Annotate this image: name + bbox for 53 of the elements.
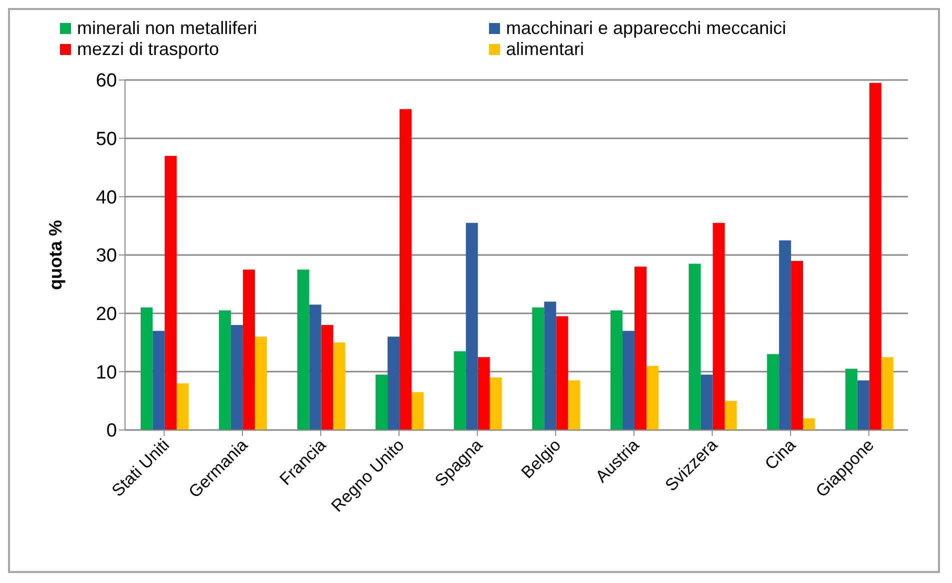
bar (646, 366, 658, 430)
bar (321, 325, 334, 430)
bar (767, 354, 780, 430)
bar (242, 270, 255, 430)
bar (712, 222, 725, 430)
bar (376, 374, 388, 430)
bar (218, 310, 231, 430)
bar (478, 357, 490, 430)
bar (881, 357, 894, 430)
bar (164, 156, 177, 430)
bar (297, 270, 310, 430)
bar (688, 264, 701, 430)
legend-label: alimentari (506, 39, 584, 60)
bar (791, 260, 804, 430)
y-tick-label: 0 (106, 420, 117, 442)
legend-label: minerali non metalliferi (77, 18, 258, 39)
bar (845, 368, 858, 430)
legend-label: macchinari e apparecchi meccanici (506, 18, 786, 39)
bar (779, 240, 792, 430)
bar (634, 266, 646, 430)
y-tick-label: 10 (96, 362, 117, 384)
bar (388, 336, 400, 430)
legend-label: mezzi di trasporto (77, 39, 220, 60)
bar (140, 308, 153, 430)
y-tick-label: 30 (96, 246, 117, 267)
y-tick-label: 40 (96, 187, 117, 208)
bar (333, 342, 346, 430)
bar (400, 109, 412, 430)
y-axis-title: quota % (45, 220, 66, 290)
bar (803, 418, 816, 430)
y-tick-label: 60 (96, 70, 117, 92)
bar (412, 392, 424, 430)
bar (532, 308, 544, 430)
bar (556, 316, 568, 430)
bar (622, 330, 634, 430)
bar (176, 383, 189, 430)
bar (454, 351, 466, 430)
bar (568, 380, 580, 430)
bar (857, 380, 870, 430)
bar (309, 304, 322, 430)
bar (466, 222, 478, 430)
bar (724, 400, 737, 430)
bar (490, 378, 502, 430)
bar (544, 302, 556, 430)
bar (152, 330, 165, 430)
bar (700, 374, 713, 430)
bar (230, 325, 243, 430)
y-tick-label: 50 (96, 129, 117, 150)
x-tick-label: Cina (761, 435, 800, 474)
bar (610, 310, 622, 430)
bar (254, 336, 267, 430)
y-tick-label: 20 (96, 304, 117, 326)
bar (869, 82, 882, 430)
